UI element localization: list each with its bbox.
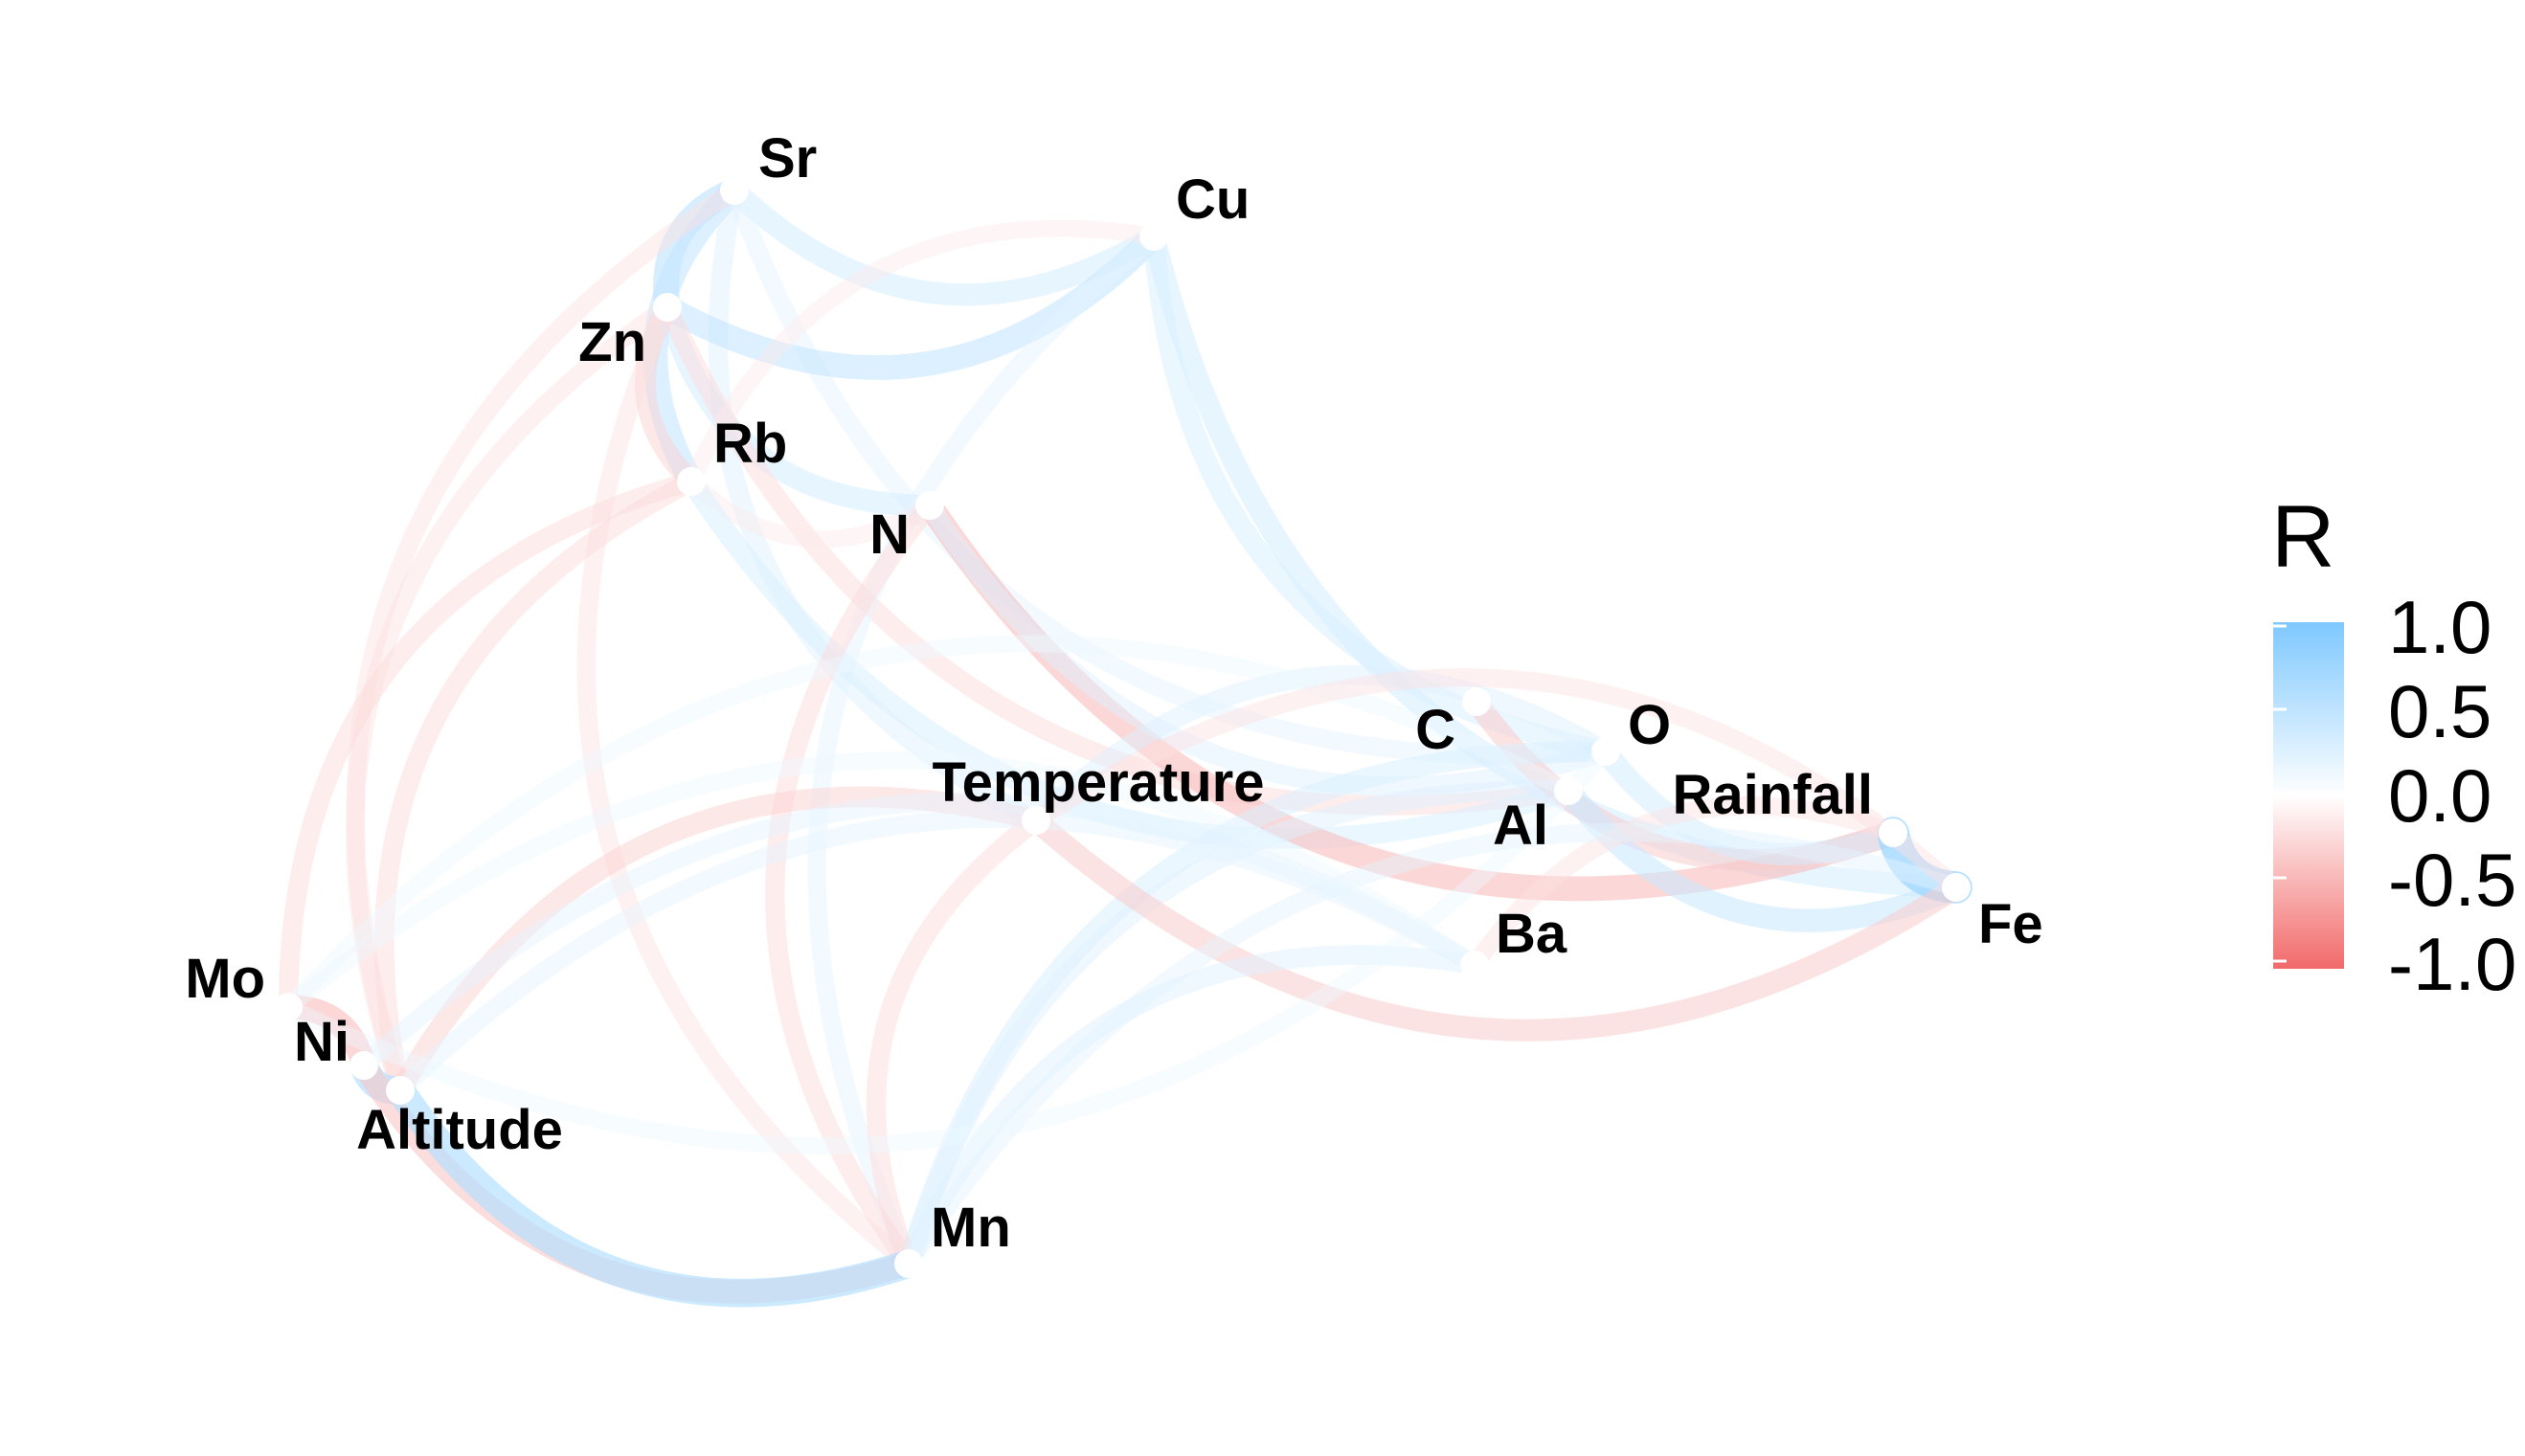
legend-colorbar xyxy=(2273,622,2344,969)
edge-rb-altitude xyxy=(374,471,702,1101)
edge-al-mo xyxy=(280,635,1577,1016)
edge-n-rainfall xyxy=(917,493,1905,902)
legend-tick-label: 0.0 xyxy=(2388,753,2491,838)
node-c xyxy=(1462,687,1491,716)
node-mn xyxy=(894,1249,923,1278)
edge-fe-mn xyxy=(899,822,1966,1273)
node-label-c: C xyxy=(1415,699,1455,761)
node-temperature xyxy=(1022,806,1050,835)
edge-n-mn xyxy=(765,495,940,1274)
edge-o-mn xyxy=(898,741,1616,1274)
node-fe xyxy=(1942,873,1971,902)
color-legend: R 1.0 0.5 0.0 -0.5 -1.0 xyxy=(2271,488,2516,1006)
edge-altitude-mn xyxy=(386,1076,923,1308)
node-al xyxy=(1554,776,1583,805)
node-ba xyxy=(1460,951,1489,979)
edge-rainfall-ba xyxy=(1465,796,1903,974)
edge-sr-altitude xyxy=(346,181,744,1100)
legend-tick-label: -0.5 xyxy=(2388,838,2516,922)
node-label-ba: Ba xyxy=(1496,903,1567,965)
node-cu xyxy=(1139,222,1168,251)
node-ni xyxy=(349,1051,378,1080)
node-label-sr: Sr xyxy=(758,127,817,190)
legend-tick-label: 0.5 xyxy=(2388,669,2491,753)
node-zn xyxy=(653,293,682,322)
node-label-mn: Mn xyxy=(931,1197,1011,1259)
edge-o-temperature xyxy=(1026,664,1616,831)
edge-zn-al xyxy=(657,297,1579,816)
legend-tick-label: 1.0 xyxy=(2388,585,2491,669)
node-label-altitude: Altitude xyxy=(356,1099,563,1161)
node-label-n: N xyxy=(869,504,910,566)
node-rb xyxy=(677,467,706,496)
edge-ba-ni xyxy=(354,792,1484,1075)
labels-layer: Sr Cu Zn Rb N C O Al Rainfall Fe Temperature Ba Mo Ni… xyxy=(185,127,2042,1259)
edge-ba-mn xyxy=(898,945,1485,1274)
edge-cu-rb xyxy=(683,219,1162,490)
node-label-zn: Zn xyxy=(578,311,646,373)
node-label-rainfall: Rainfall xyxy=(1673,764,1874,826)
edge-ba-mo xyxy=(280,751,1483,1016)
edge-temperature-altitude xyxy=(390,786,1047,1101)
edge-zn-n xyxy=(656,296,941,517)
edge-rb-n xyxy=(683,473,938,549)
node-label-cu: Cu xyxy=(1176,168,1250,231)
edge-fe-temperature xyxy=(1026,668,1966,897)
node-n xyxy=(915,491,944,520)
node-label-rb: Rb xyxy=(713,413,787,475)
edge-rb-mo xyxy=(278,471,702,1018)
edge-zn-cu xyxy=(655,224,1166,380)
node-label-mo: Mo xyxy=(185,948,265,1010)
legend-tick-label: -1.0 xyxy=(2388,922,2516,1006)
edge-zn-altitude xyxy=(346,298,677,1100)
node-label-temperature: Temperature xyxy=(932,751,1264,814)
node-label-ni: Ni xyxy=(294,1011,349,1073)
node-label-o: O xyxy=(1628,694,1671,756)
nodes-layer xyxy=(274,176,1971,1278)
edge-n-o xyxy=(919,495,1616,796)
node-label-al: Al xyxy=(1493,795,1548,857)
edge-sr-cu xyxy=(723,179,1165,306)
node-o xyxy=(1591,737,1620,766)
edge-ba-altitude xyxy=(391,809,1484,1100)
legend-title: R xyxy=(2271,488,2334,586)
edge-al-fe xyxy=(1556,778,1969,932)
node-label-fe: Fe xyxy=(1978,893,2043,955)
node-altitude xyxy=(386,1076,415,1105)
edge-zn-mn xyxy=(576,298,918,1273)
edges-layer xyxy=(276,177,1973,1308)
edge-mo-o xyxy=(280,743,1614,1154)
node-rainfall xyxy=(1879,818,1907,847)
edge-cu-mn xyxy=(807,227,1163,1273)
edge-o-rainfall xyxy=(1594,740,1905,865)
node-sr xyxy=(720,176,749,205)
edge-temperature-fe xyxy=(1025,809,1968,1042)
edge-sr-temperature xyxy=(708,180,1047,831)
node-mo xyxy=(274,993,303,1021)
edge-temperature-mn xyxy=(866,810,1047,1274)
edge-zn-rb xyxy=(634,297,702,492)
edge-rb-al xyxy=(681,471,1579,849)
